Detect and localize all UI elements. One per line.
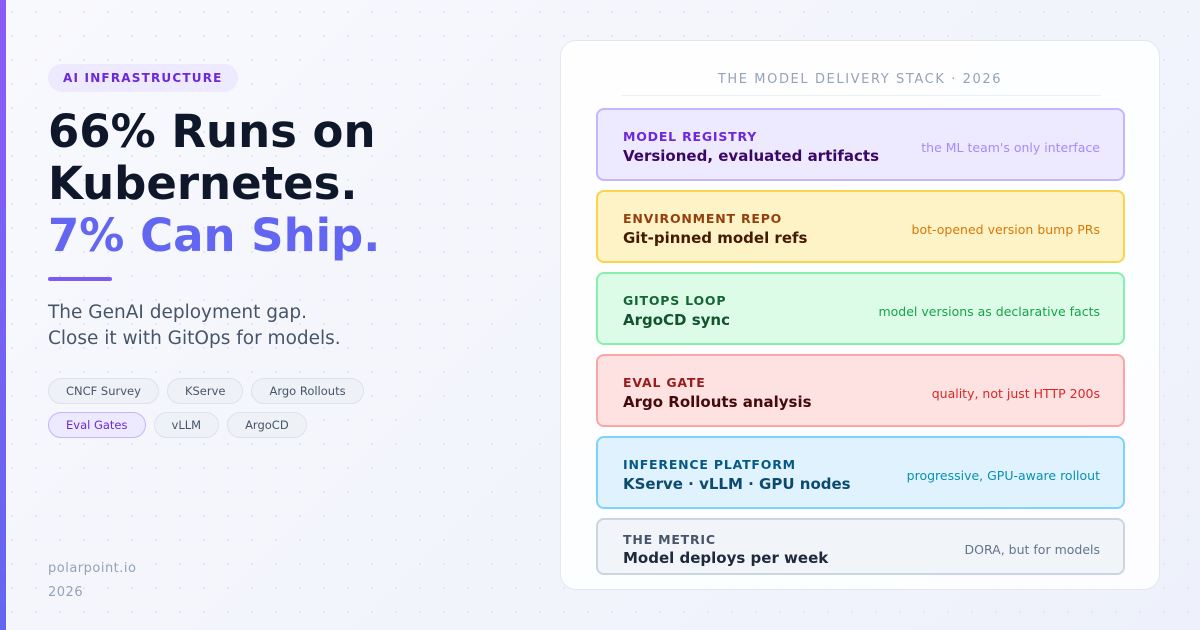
site: polarpoint.io (48, 561, 137, 576)
tag: CNCF Survey (48, 378, 159, 404)
subtitle-line: The GenAI deployment gap. (48, 302, 307, 323)
subtitle-line: Close it with GitOps for models. (48, 328, 341, 349)
layer-note: the ML team's only interface (921, 140, 1100, 155)
stack-layer: ENVIRONMENT REPO Git-pinned model refs bot… (596, 190, 1125, 263)
layer-title: Model deploys per week (623, 549, 829, 567)
panel-rule (621, 95, 1101, 96)
headline-accent: 7% Can Ship. (48, 209, 381, 262)
tag: Argo Rollouts (251, 378, 364, 404)
layer-title: Versioned, evaluated artifacts (623, 147, 880, 165)
stack-panel: THE MODEL DELIVERY STACK · 2026 MODEL RE… (560, 40, 1160, 590)
tag: ArgoCD (227, 412, 307, 438)
stack-layer: EVAL GATE Argo Rollouts analysis quality, … (596, 354, 1125, 427)
divider (48, 277, 112, 281)
stack-layer: INFERENCE PLATFORM KServe · vLLM · GPU no… (596, 436, 1125, 509)
layer-title: ArgoCD sync (623, 311, 731, 329)
subtitle: The GenAI deployment gap. Close it with … (48, 300, 341, 352)
headline: 66% Runs on Kubernetes. 7% Can Ship. (48, 106, 380, 262)
layer-note: progressive, GPU-aware rollout (906, 468, 1100, 483)
layer-title: KServe · vLLM · GPU nodes (623, 475, 851, 493)
layer-label: GITOPS LOOP (623, 293, 727, 308)
layer-note: bot-opened version bump PRs (911, 222, 1100, 237)
layer-note: model versions as declarative facts (878, 304, 1100, 319)
badge: AI INFRASTRUCTURE (48, 64, 238, 92)
layer-label: ENVIRONMENT REPO (623, 211, 783, 226)
tag: vLLM (153, 412, 220, 438)
layer-label: INFERENCE PLATFORM (623, 457, 796, 472)
stack-layer: GITOPS LOOP ArgoCD sync model versions as … (596, 272, 1125, 345)
tag-list: CNCF Survey KServe Argo Rollouts Eval Gates… (48, 378, 388, 438)
panel-title: THE MODEL DELIVERY STACK · 2026 (717, 72, 1003, 87)
layer-note: quality, not just HTTP 200s (931, 386, 1100, 401)
layer-title: Git-pinned model refs (623, 229, 808, 247)
layer-title: Argo Rollouts analysis (623, 393, 812, 411)
layer-label: EVAL GATE (623, 375, 706, 390)
tag: KServe (166, 378, 244, 404)
year: 2026 (48, 585, 84, 600)
layer-note: DORA, but for models (964, 542, 1100, 557)
tag: Eval Gates (48, 412, 146, 438)
layer-label: MODEL REGISTRY (623, 129, 758, 144)
accent-bar (0, 0, 6, 630)
headline-line: 66% Runs on (48, 105, 376, 158)
stack-layer: THE METRIC Model deploys per week DORA, bu… (596, 518, 1125, 575)
headline-line: Kubernetes. (48, 157, 358, 210)
stack-layer: MODEL REGISTRY Versioned, evaluated artif… (596, 108, 1125, 181)
layer-label: THE METRIC (623, 532, 716, 547)
